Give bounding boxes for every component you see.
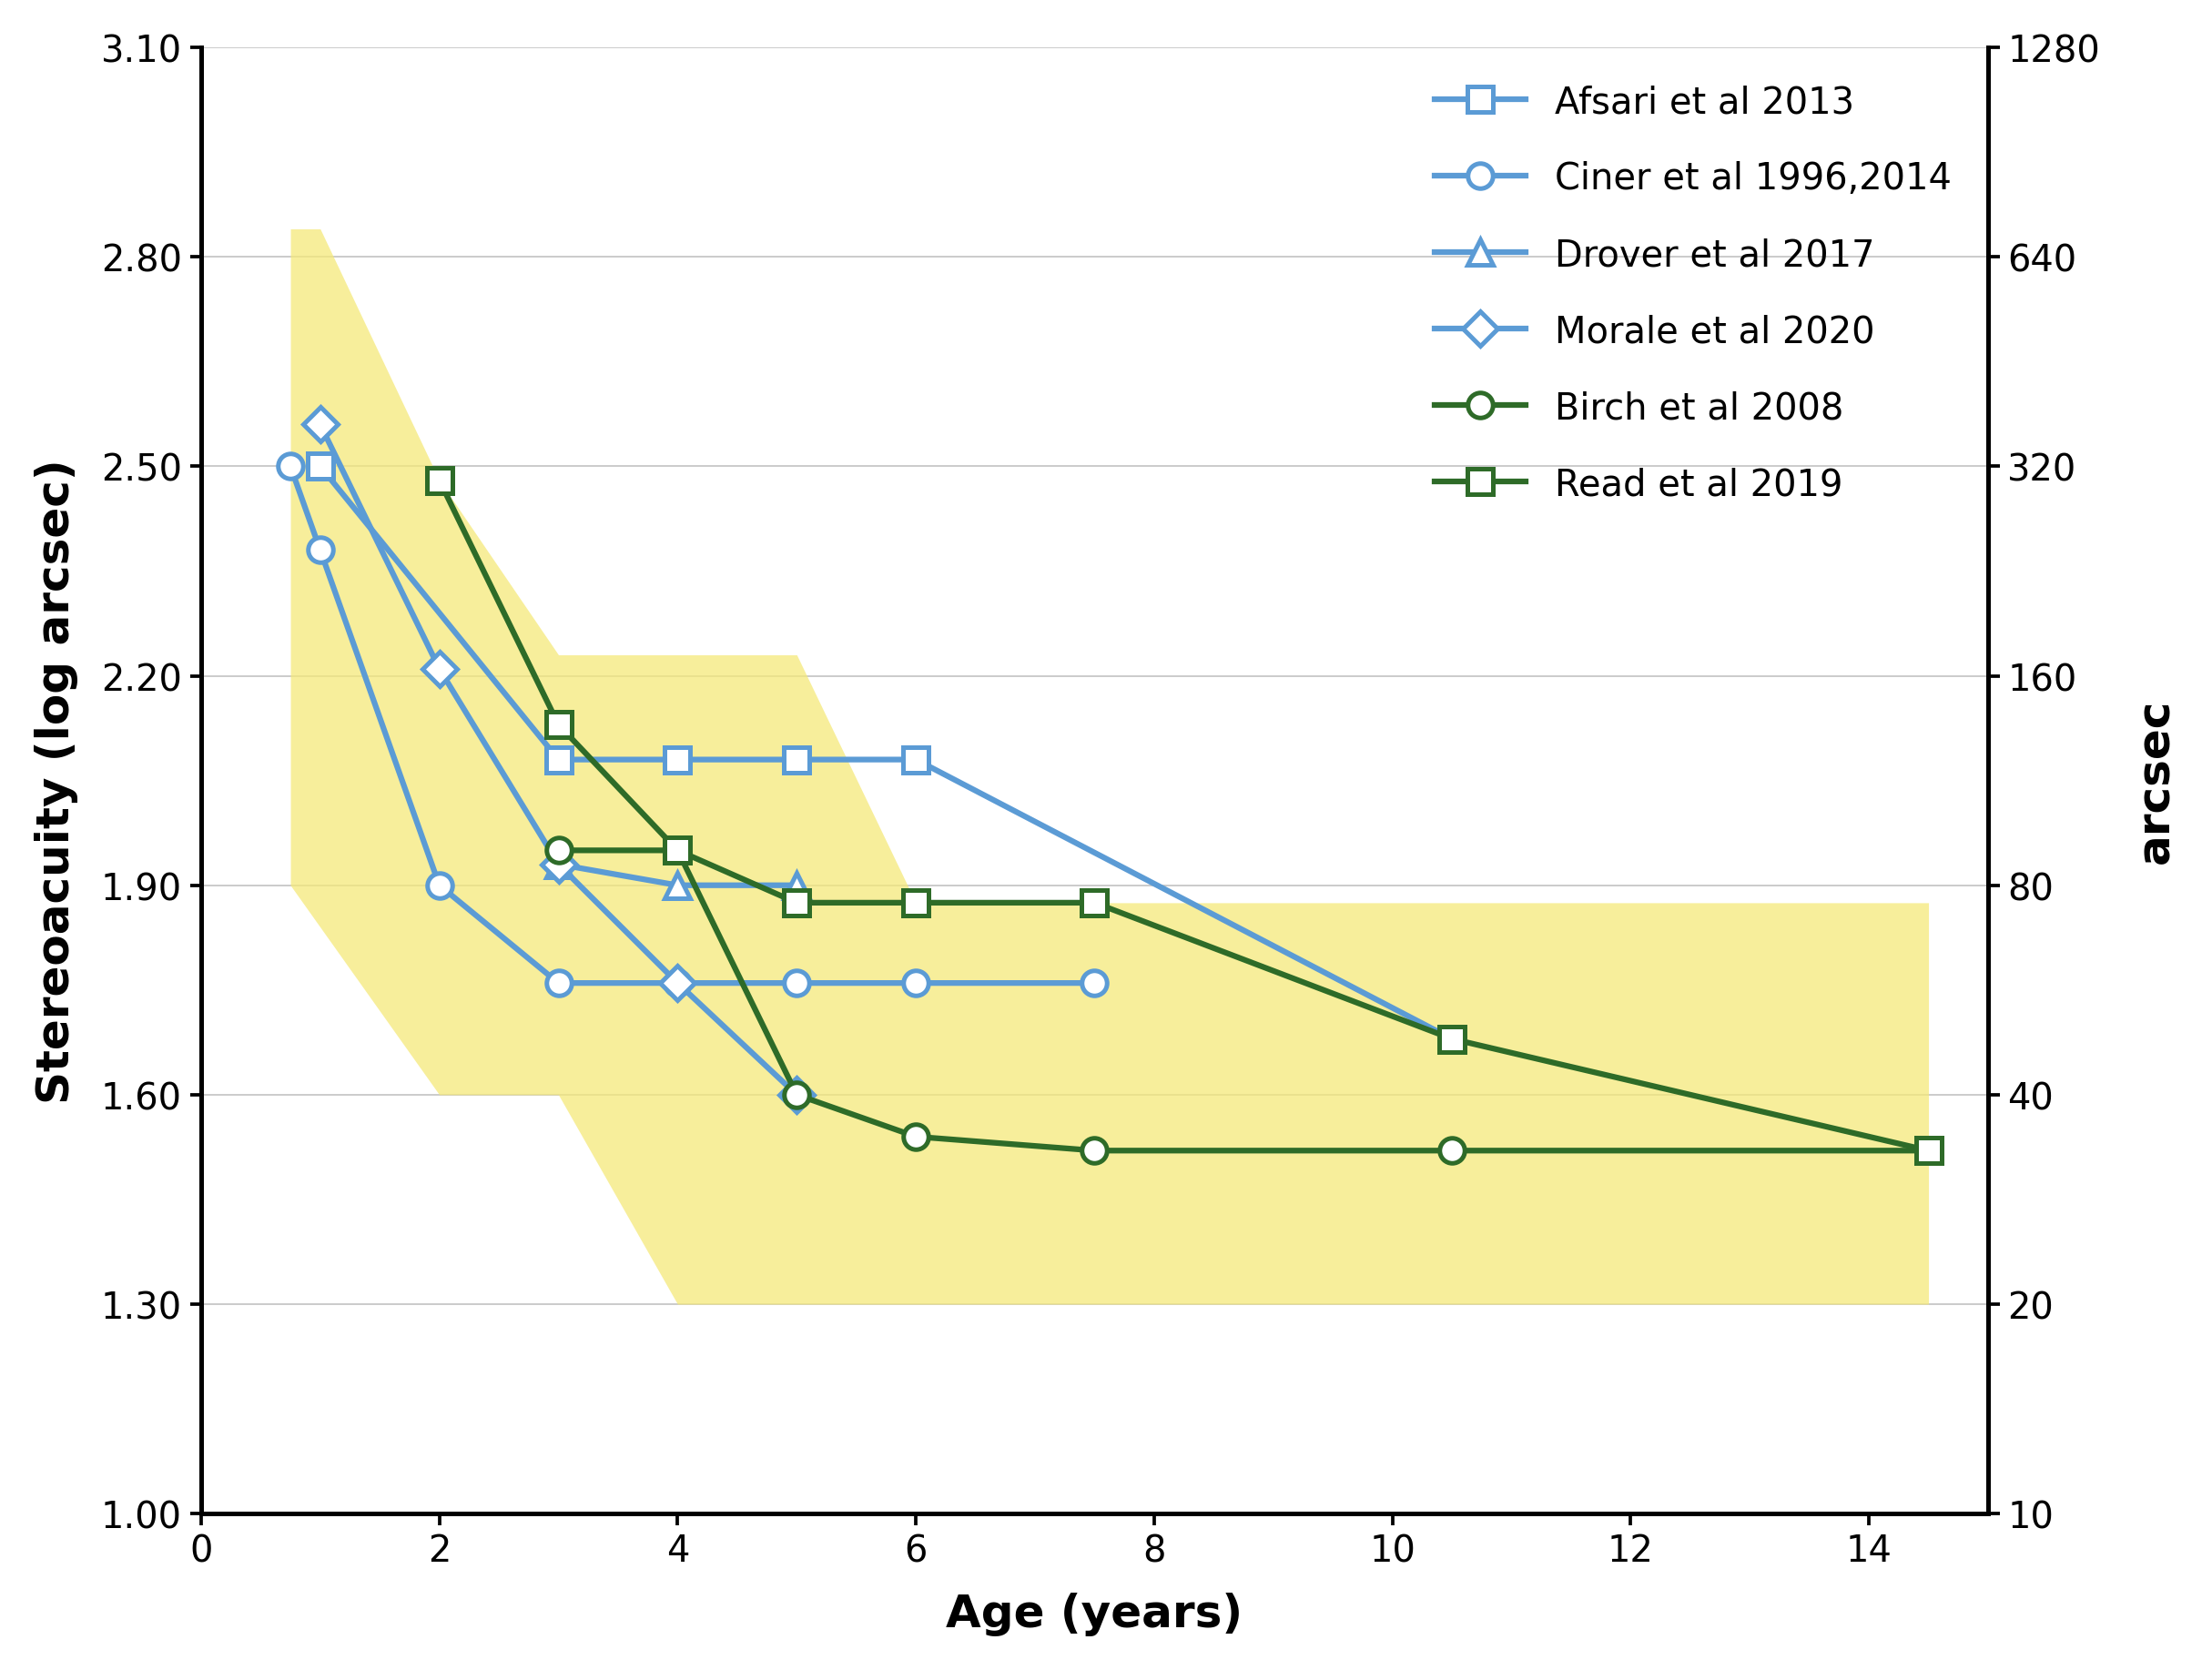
Y-axis label: arcsec: arcsec [2135,698,2179,863]
X-axis label: Age (years): Age (years) [947,1592,1243,1637]
Y-axis label: Stereoacuity (log arcsec): Stereoacuity (log arcsec) [33,459,77,1104]
Legend: Afsari et al 2013, Ciner et al 1996,2014, Drover et al 2017, Morale et al 2020, : Afsari et al 2013, Ciner et al 1996,2014… [1416,67,1971,521]
